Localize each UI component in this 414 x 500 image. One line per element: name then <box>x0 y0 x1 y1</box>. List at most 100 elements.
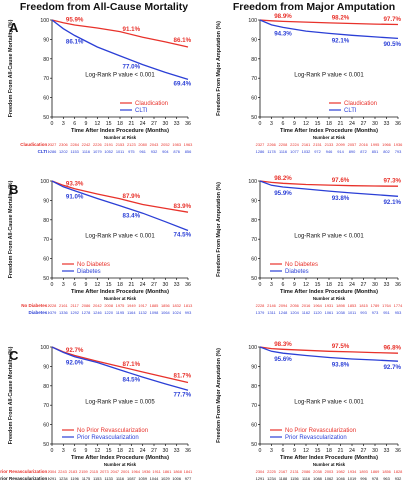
x-tick-label: 36 <box>185 448 191 454</box>
x-tick-label: 0 <box>259 121 262 127</box>
data-label: 96.8% <box>383 345 401 352</box>
log-rank-annotation: Log-Rank P value < 0.001 <box>294 233 364 239</box>
x-tick-label: 3 <box>62 282 65 288</box>
risk-value: 1132 <box>138 310 146 315</box>
legend-entry: CLTI <box>344 108 357 114</box>
y-axis-label: Freedom From All-Cause Mortality (%) <box>8 180 14 278</box>
x-tick-label: 27 <box>361 282 367 288</box>
x-tick-label: 12 <box>303 282 309 288</box>
x-tick-label: 3 <box>270 448 273 454</box>
risk-value: 1038 <box>336 310 345 315</box>
legend-entry: No Prior Revascularization <box>285 428 356 434</box>
risk-value: 890 <box>349 149 356 154</box>
risk-value: 2016 <box>302 303 311 308</box>
y-tick-label: 100 <box>40 345 49 351</box>
risk-row-label: No Diabetes - <box>21 303 50 308</box>
risk-value: 1120 <box>313 310 322 315</box>
x-tick-label: 6 <box>73 448 76 454</box>
risk-row-label: Claudication - <box>20 142 50 147</box>
x-tick-label: 12 <box>303 121 309 127</box>
risk-value: 2225 <box>267 469 276 474</box>
data-label: 77.0% <box>123 63 141 70</box>
risk-value: 1061 <box>325 310 334 315</box>
x-tick-label: 36 <box>395 282 401 288</box>
risk-value: 1204 <box>290 310 299 315</box>
legend-entry: No Prior Revascularization <box>77 428 148 434</box>
x-tick-label: 36 <box>185 282 191 288</box>
x-tick-label: 36 <box>185 121 191 127</box>
risk-value: 1079 <box>93 149 102 154</box>
x-tick-label: 21 <box>128 121 134 127</box>
y-tick-label: 90 <box>43 364 49 370</box>
risk-value: 914 <box>337 149 344 154</box>
y-tick-label: 80 <box>43 384 49 390</box>
risk-value: 1898 <box>336 303 345 308</box>
data-label: 91.0% <box>66 194 84 201</box>
risk-header: Number at Risk <box>104 135 137 140</box>
risk-value: 1234 <box>59 476 68 481</box>
risk-value: 1917 <box>138 303 147 308</box>
x-tick-label: 33 <box>384 448 390 454</box>
data-label: 92.1% <box>383 199 401 206</box>
risk-value: 1975 <box>116 303 125 308</box>
risk-value: 1964 <box>131 469 140 474</box>
risk-value: 2327 <box>48 142 57 147</box>
risk-value: 2151 <box>313 142 322 147</box>
series-line-claudication <box>51 19 189 48</box>
x-tick-label: 24 <box>140 282 146 288</box>
y-axis-label: Freedom From Major Amputation (%) <box>216 348 222 443</box>
data-label: 98.2% <box>332 15 350 22</box>
series-line-no-diabetes <box>51 180 189 213</box>
risk-value: 1815 <box>359 303 368 308</box>
data-label: 86.1% <box>174 37 192 44</box>
risk-value: 1853 <box>348 303 357 308</box>
risk-value: 2284 <box>70 142 79 147</box>
risk-value: 996 <box>360 476 367 481</box>
risk-value: 2008 <box>104 303 113 308</box>
risk-value: 1044 <box>150 476 159 481</box>
legend-entry: Diabetes <box>285 269 309 275</box>
x-tick-label: 9 <box>85 448 88 454</box>
y-tick-label: 90 <box>43 198 49 204</box>
y-tick-label: 60 <box>251 257 257 263</box>
x-tick-label: 15 <box>106 448 112 454</box>
x-tick-label: 24 <box>349 448 355 454</box>
risk-value: 2016 <box>359 142 368 147</box>
risk-value: 856 <box>185 149 192 154</box>
x-tick-label: 18 <box>117 121 123 127</box>
x-axis-label: Time After Index Procedure (Months) <box>280 128 378 134</box>
x-tick-label: 24 <box>140 448 146 454</box>
risk-value: 1934 <box>348 469 357 474</box>
risk-value: 1379 <box>48 310 57 315</box>
risk-value: 1188 <box>279 476 287 481</box>
x-tick-label: 33 <box>174 121 180 127</box>
data-label: 83.9% <box>174 203 192 210</box>
data-label: 93.8% <box>332 361 350 368</box>
x-tick-label: 27 <box>151 121 157 127</box>
risk-value: 1286 <box>48 149 57 154</box>
risk-value: 1931 <box>325 303 334 308</box>
data-label: 86.1% <box>66 39 84 46</box>
risk-value: 2086 <box>82 303 91 308</box>
risk-value: 1336 <box>59 310 68 315</box>
risk-value: 973 <box>372 310 379 315</box>
y-axis-label: Freedom From Major Amputation (%) <box>216 182 222 277</box>
data-label: 97.5% <box>332 343 350 350</box>
y-tick-label: 70 <box>251 76 257 82</box>
risk-value: 1006 <box>172 476 181 481</box>
panel-letter: A <box>9 20 19 35</box>
y-tick-label: 80 <box>43 218 49 224</box>
risk-row-label: Diabetes - <box>28 310 50 315</box>
data-label: 97.3% <box>383 178 401 185</box>
x-tick-label: 15 <box>106 121 112 127</box>
risk-header: Number at Risk <box>313 296 346 301</box>
x-tick-label: 9 <box>293 282 296 288</box>
risk-value: 953 <box>395 310 402 315</box>
x-tick-label: 3 <box>62 121 65 127</box>
risk-value: 1286 <box>256 149 265 154</box>
risk-value: 1964 <box>313 303 322 308</box>
